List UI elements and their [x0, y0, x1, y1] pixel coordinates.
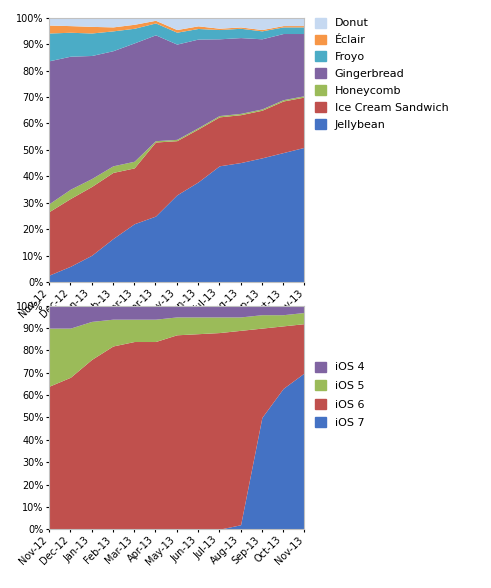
Legend: iOS 4, iOS 5, iOS 6, iOS 7: iOS 4, iOS 5, iOS 6, iOS 7 — [315, 362, 364, 428]
Legend: Donut, Éclair, Froyo, Gingerbread, Honeycomb, Ice Cream Sandwich, Jellybean: Donut, Éclair, Froyo, Gingerbread, Honey… — [315, 18, 448, 130]
